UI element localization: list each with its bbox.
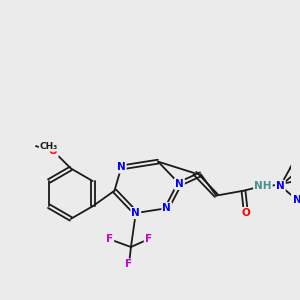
- Text: N: N: [175, 179, 184, 189]
- Text: O: O: [49, 146, 58, 156]
- Text: F: F: [106, 234, 113, 244]
- Text: N: N: [163, 203, 171, 213]
- Text: F: F: [125, 260, 133, 269]
- Text: CH₃: CH₃: [40, 142, 58, 151]
- Text: F: F: [145, 234, 152, 244]
- Text: NH: NH: [254, 181, 272, 191]
- Text: N: N: [276, 181, 285, 191]
- Text: N: N: [293, 195, 300, 206]
- Text: N: N: [117, 163, 126, 172]
- Text: O: O: [241, 208, 250, 218]
- Text: N: N: [131, 208, 140, 218]
